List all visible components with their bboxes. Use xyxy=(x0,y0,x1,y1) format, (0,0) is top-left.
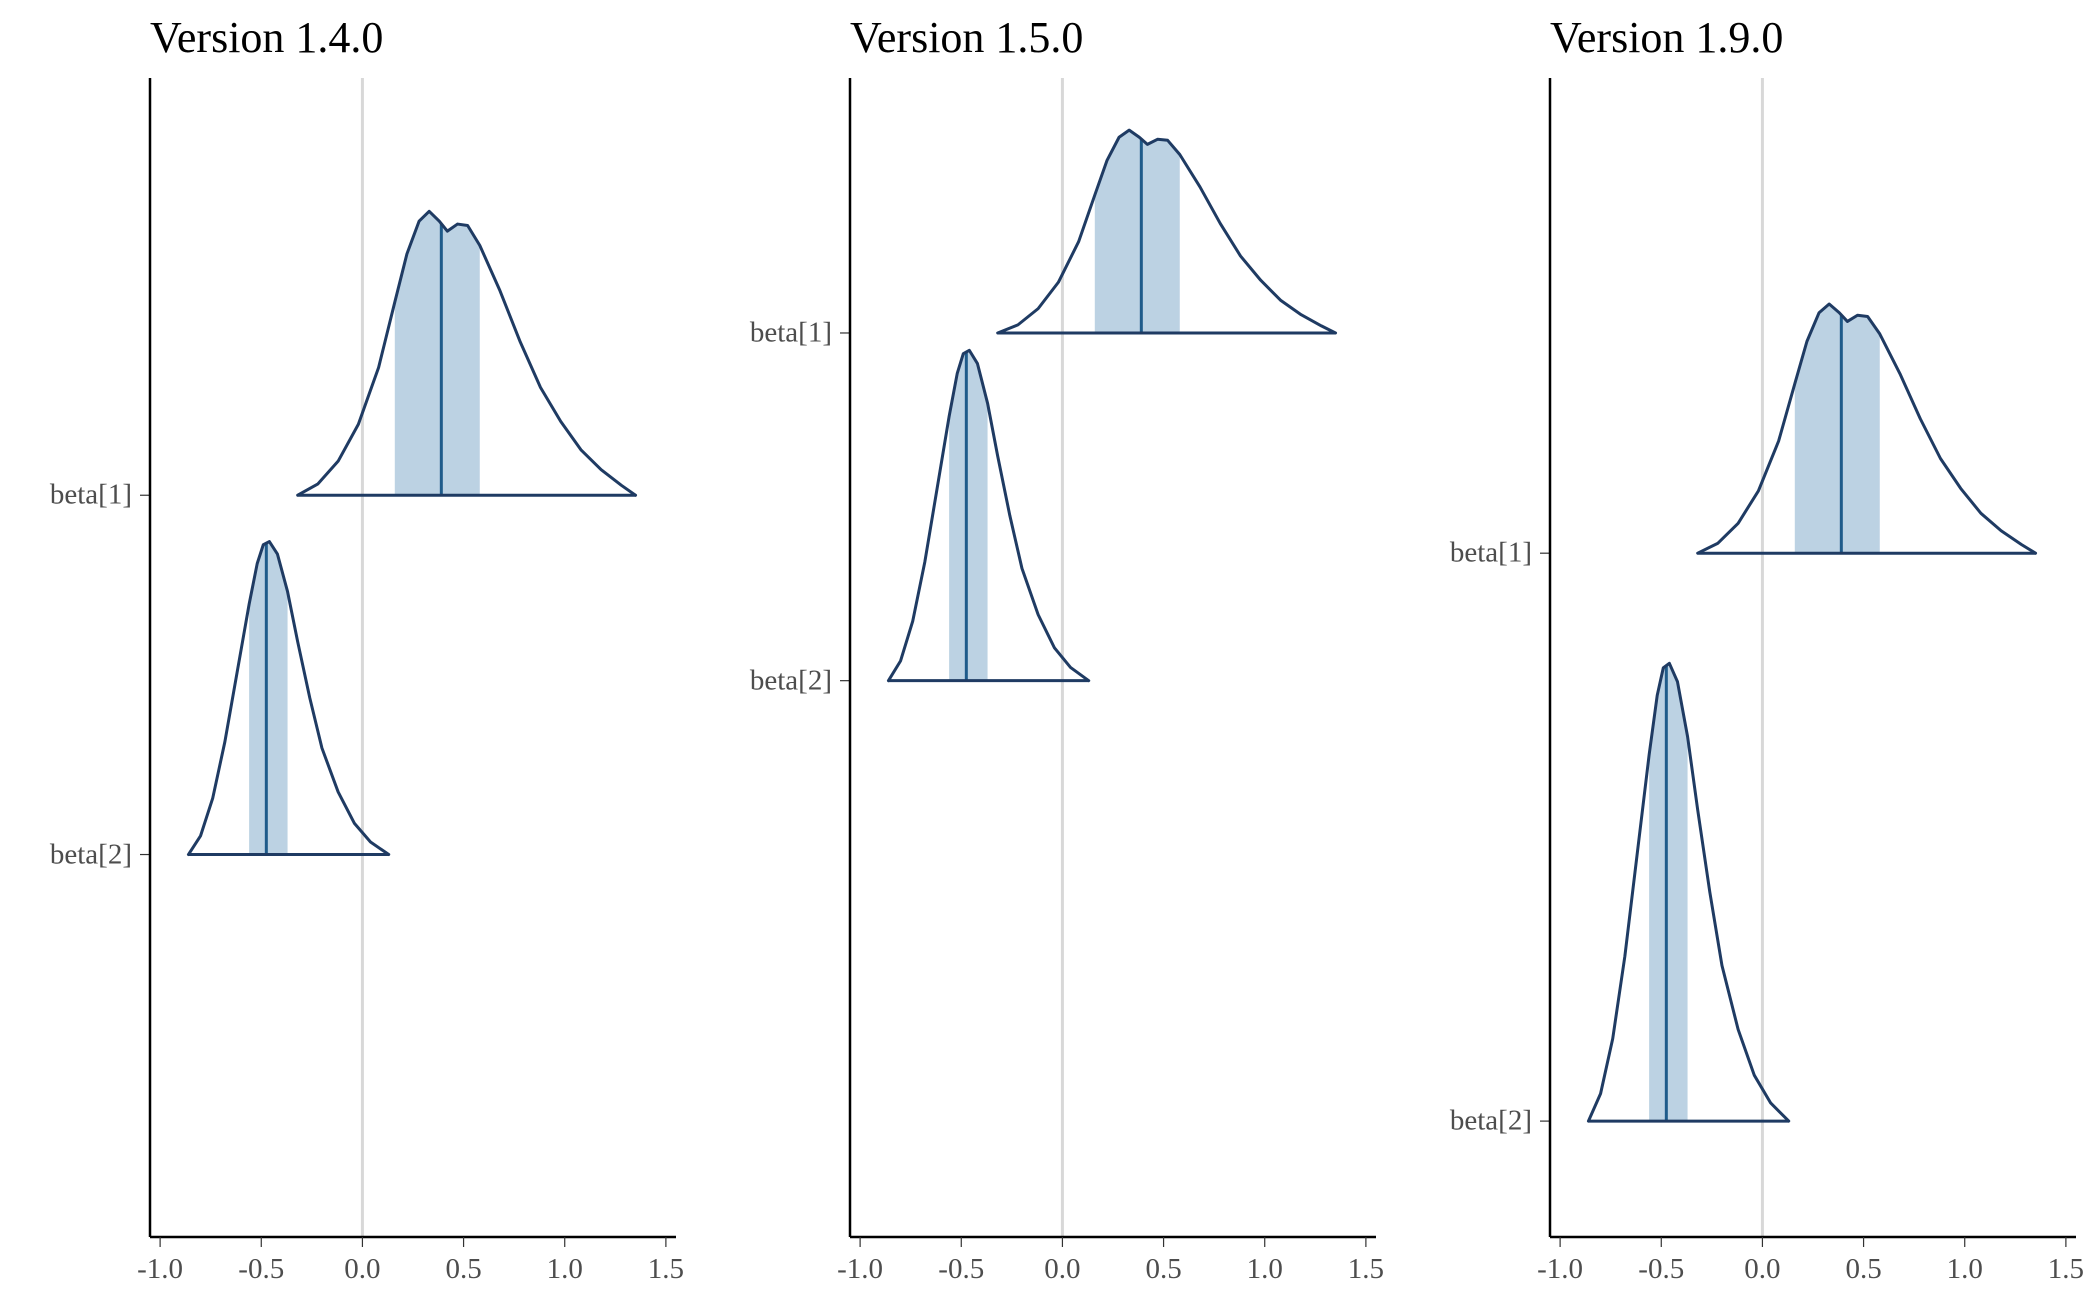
plot-svg-v190 xyxy=(1550,78,2076,1237)
panel-v150: Version 1.5.0 beta[1] beta[2] -1.0 -0.5 … xyxy=(700,0,1400,1297)
panel-title-v150: Version 1.5.0 xyxy=(700,12,1083,63)
x-tick-v140-1: -0.5 xyxy=(238,1253,284,1286)
plot-area-v190: beta[1] beta[2] xyxy=(1550,78,2076,1237)
plot-area-v150: beta[1] beta[2] xyxy=(850,78,1376,1237)
x-tick-v150-1: -0.5 xyxy=(938,1253,984,1286)
x-tick-v190-3: 0.5 xyxy=(1845,1253,1881,1286)
x-tick-v150-3: 0.5 xyxy=(1145,1253,1181,1286)
x-tick-v190-4: 1.0 xyxy=(1947,1253,1983,1286)
x-tick-v150-0: -1.0 xyxy=(837,1253,883,1286)
x-ticks-v150: -1.0 -0.5 0.0 0.5 1.0 1.5 xyxy=(700,1253,1400,1293)
plot-svg-v150 xyxy=(850,78,1376,1237)
x-tick-v190-1: -0.5 xyxy=(1638,1253,1684,1286)
x-tick-v190-5: 1.5 xyxy=(2048,1253,2084,1286)
y-label-v140-0: beta[1] xyxy=(50,479,132,512)
y-label-v150-0: beta[1] xyxy=(750,316,832,349)
y-label-v190-0: beta[1] xyxy=(1450,537,1532,570)
plot-area-v140: beta[1] beta[2] xyxy=(150,78,676,1237)
x-tick-v190-0: -1.0 xyxy=(1537,1253,1583,1286)
panel-v190: Version 1.9.0 beta[1] beta[2] -1.0 -0.5 … xyxy=(1400,0,2100,1297)
x-tick-v190-2: 0.0 xyxy=(1744,1253,1780,1286)
panel-title-v140: Version 1.4.0 xyxy=(0,12,383,63)
x-tick-v140-2: 0.0 xyxy=(344,1253,380,1286)
x-ticks-v190: -1.0 -0.5 0.0 0.5 1.0 1.5 xyxy=(1400,1253,2100,1293)
y-label-v150-1: beta[2] xyxy=(750,664,832,697)
y-label-v190-1: beta[2] xyxy=(1450,1105,1532,1138)
panel-title-v190: Version 1.9.0 xyxy=(1400,12,1783,63)
x-tick-v150-2: 0.0 xyxy=(1044,1253,1080,1286)
x-tick-v140-0: -1.0 xyxy=(137,1253,183,1286)
x-tick-v140-3: 0.5 xyxy=(445,1253,481,1286)
x-tick-v140-5: 1.5 xyxy=(648,1253,684,1286)
figure: Version 1.4.0 beta[1] beta[2] -1.0 -0.5 … xyxy=(0,0,2100,1297)
x-tick-v150-4: 1.0 xyxy=(1247,1253,1283,1286)
y-label-v140-1: beta[2] xyxy=(50,838,132,871)
x-ticks-v140: -1.0 -0.5 0.0 0.5 1.0 1.5 xyxy=(0,1253,700,1293)
x-tick-v140-4: 1.0 xyxy=(547,1253,583,1286)
plot-svg-v140 xyxy=(150,78,676,1237)
panel-v140: Version 1.4.0 beta[1] beta[2] -1.0 -0.5 … xyxy=(0,0,700,1297)
x-tick-v150-5: 1.5 xyxy=(1348,1253,1384,1286)
